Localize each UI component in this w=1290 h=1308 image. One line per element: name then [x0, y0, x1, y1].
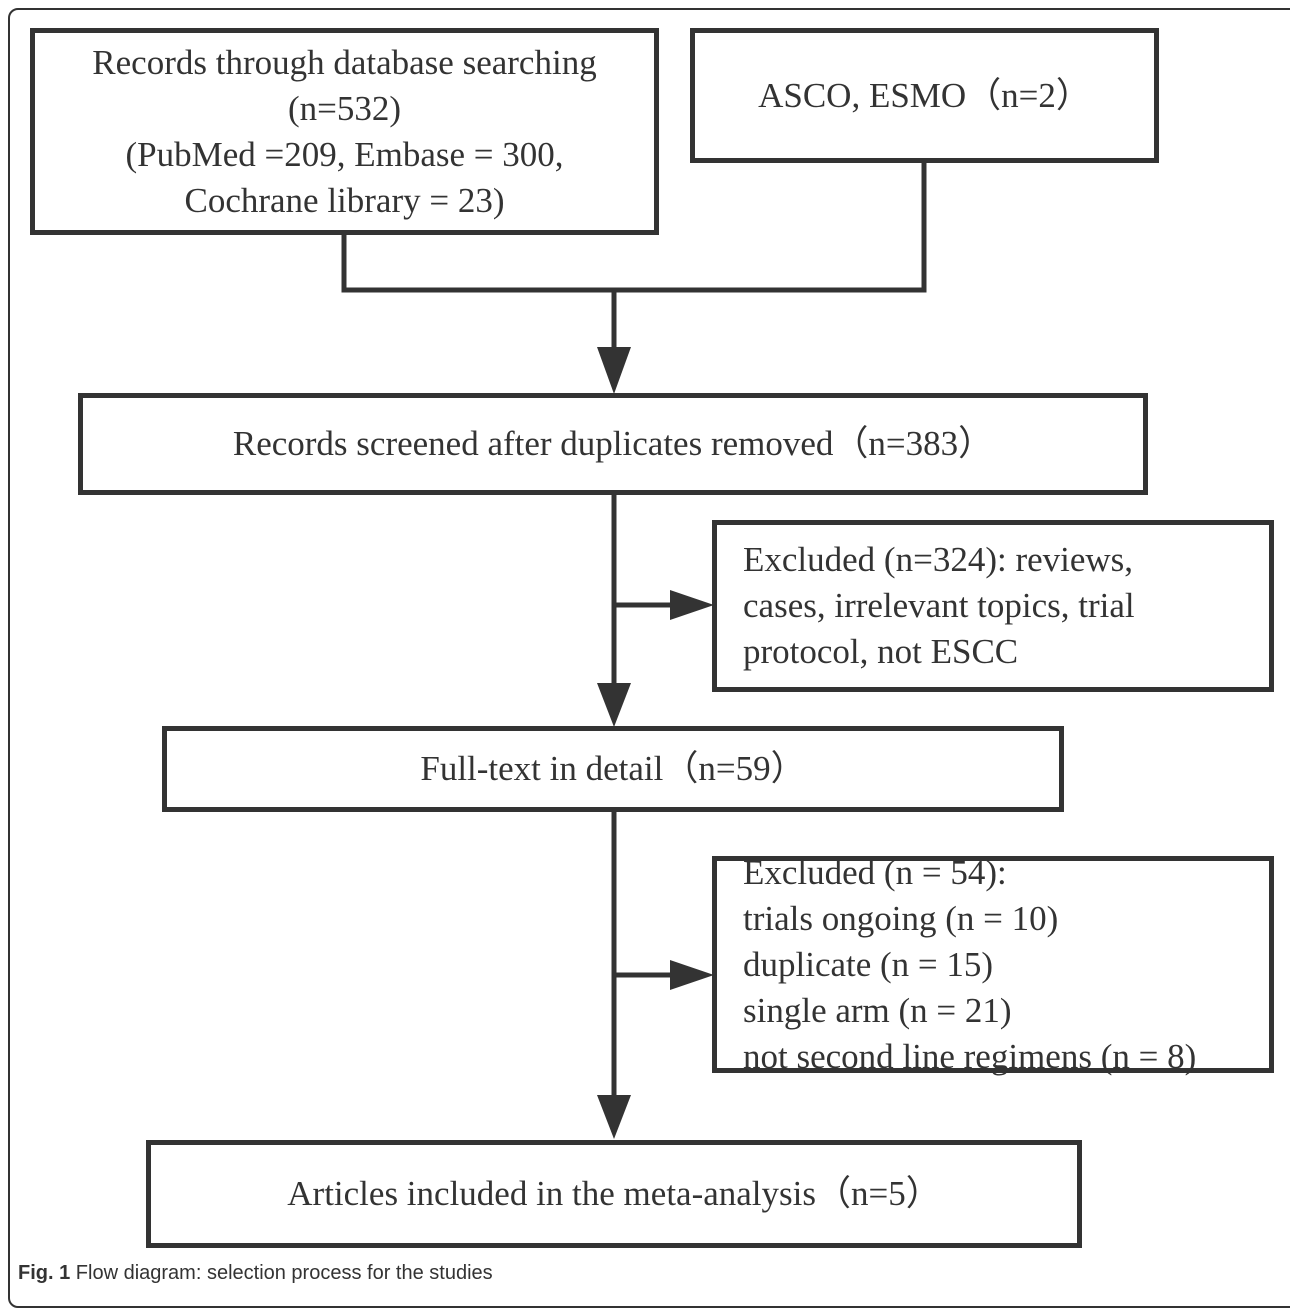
excluded-box-1: Excluded (n=324): reviews, cases, irrele… [712, 520, 1274, 692]
arrowhead-to-included [597, 1095, 631, 1139]
box-text: cases, irrelevant topics, trial [743, 586, 1135, 625]
screened-box: Records screened after duplicates remove… [78, 393, 1148, 495]
box-text: single arm (n = 21) [743, 990, 1012, 1030]
merge-connector [341, 160, 927, 293]
arrowhead-to-excluded-2 [670, 960, 714, 990]
box-text: Cochrane library = 23) [184, 180, 505, 220]
excluded-box-2: Excluded (n = 54): trials ongoing (n = 1… [712, 853, 1274, 1076]
box-text: Excluded (n = 54): [743, 852, 1007, 892]
arrowhead-to-full-text [597, 683, 631, 727]
arrowhead-to-excluded-1 [670, 590, 714, 620]
box-text: Full-text in detail（n=59） [420, 749, 806, 788]
caption-text: Flow diagram: selection process for the … [70, 1262, 493, 1284]
box-text: Articles included in the meta-analysis（n… [287, 1174, 941, 1213]
box-text: ASCO, ESMO（n=2） [758, 75, 1091, 115]
figure-label: Fig. 1 [18, 1262, 71, 1284]
box-text: protocol, not ESCC [743, 632, 1019, 671]
box-text: (n=532) [287, 88, 402, 128]
arrowhead-to-screened [597, 347, 631, 394]
box-text: (PubMed =209, Embase = 300, [125, 134, 564, 174]
full-text-box: Full-text in detail（n=59） [162, 726, 1064, 812]
box-text: duplicate (n = 15) [743, 944, 994, 984]
box-text: Records screened after duplicates remove… [232, 424, 994, 463]
asco-esmo-box: ASCO, ESMO（n=2） [690, 28, 1159, 163]
box-text: trials ongoing (n = 10) [743, 898, 1059, 938]
box-text: Excluded (n=324): reviews, [743, 540, 1134, 579]
database-search-box: Records through database searching (n=53… [30, 28, 659, 235]
box-text: not second line regimens (n = 8) [743, 1036, 1197, 1076]
box-text: Records through database searching [92, 42, 597, 82]
included-box: Articles included in the meta-analysis（n… [146, 1140, 1082, 1248]
figure-caption: Fig. 1 Flow diagram: selection process f… [18, 1262, 493, 1285]
